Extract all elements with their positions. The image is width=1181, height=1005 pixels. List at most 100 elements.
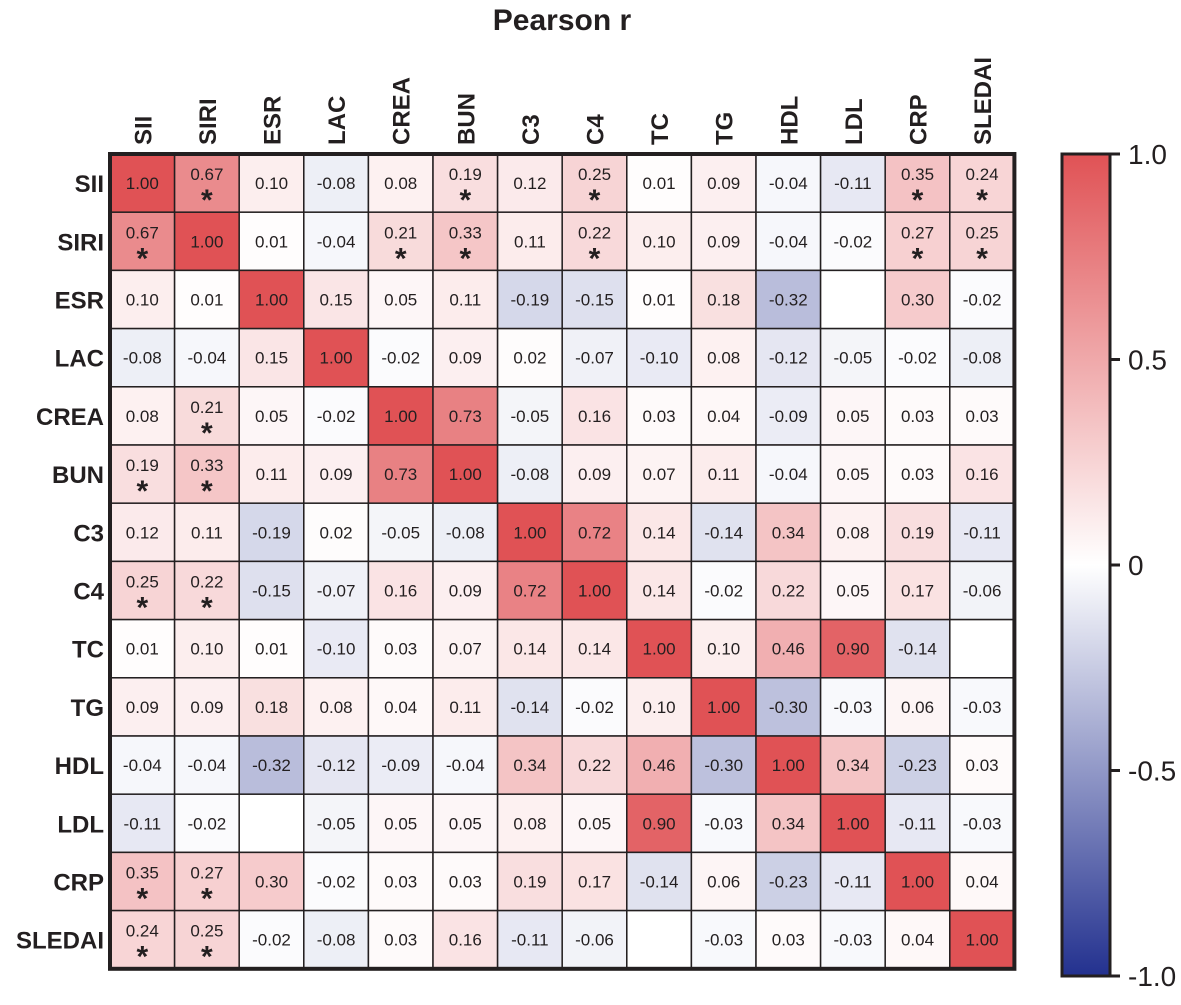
heatmap-cell [819,735,886,795]
heatmap-cell [626,909,693,970]
cell-value: 1.00 [255,291,288,310]
cell-value: 0.35 [126,864,159,883]
colorbar-tick-label: -0.5 [1128,756,1176,787]
heatmap-cell [819,269,886,330]
cell-value: 0.34 [836,756,869,775]
heatmap-cell [109,851,176,912]
cell-value: 0.90 [836,640,869,659]
cell-value: -0.11 [511,931,549,950]
heatmap-cell [690,153,757,213]
heatmap-cell [819,444,886,504]
heatmap-cell [173,211,240,272]
cell-value: -0.06 [575,931,614,950]
cell-value: -0.11 [899,814,937,833]
column-label: CREA [389,77,416,145]
cell-value: 0.19 [126,456,159,475]
column-label: BUN [453,93,480,145]
cell-value: 0.72 [513,582,546,601]
cell-value: -0.09 [769,407,808,426]
cell-value: 0.08 [707,349,740,368]
cell-value: 0.12 [126,523,159,542]
cell-value: -0.05 [317,814,356,833]
heatmap-cell [173,502,240,563]
heatmap-cell [690,793,757,854]
cell-value: 1.00 [126,174,159,193]
cell-value: 0.21 [384,223,417,242]
heatmap-cell [173,909,240,970]
cell-value: 0.09 [126,698,159,717]
heatmap-cell [496,735,563,795]
cell-value: -0.09 [381,756,420,775]
cell-value: 0.04 [901,931,934,950]
cell-value: 0.21 [190,398,223,417]
cell-value: 0.34 [772,523,805,542]
heatmap-values: 1.00 0.67*0.10 -0.08 0.08 0.19*0.12 0.25*0.01… [123,165,1002,974]
cell-value: -0.02 [188,814,227,833]
heatmap-cell [949,851,1016,912]
significance-marker: * [201,883,213,916]
heatmap-cell [690,560,757,621]
cell-value: -0.05 [381,523,420,542]
cell-value: 0.03 [901,407,934,426]
significance-marker: * [459,184,471,217]
cell-value: 0.11 [514,232,546,251]
cell-value: -0.03 [834,698,873,717]
heatmap-cell [367,444,434,504]
cell-value: -0.02 [252,931,291,950]
cell-value: -0.07 [575,349,614,368]
cell-value: -0.04 [446,756,485,775]
heatmap-cell [238,560,305,621]
heatmap-cell [109,327,176,388]
cell-value: -0.11 [834,174,872,193]
cell-value: -0.02 [834,232,873,251]
heatmap-cell [949,386,1016,446]
heatmap-cell [949,502,1016,563]
cell-value: -0.12 [317,756,356,775]
row-label: SIRI [57,229,104,256]
cell-value: 0.03 [901,465,934,484]
heatmap-cell [432,327,499,388]
cell-value: 0.16 [966,465,999,484]
heatmap-cell [690,444,757,504]
cell-value: 0.06 [901,698,934,717]
row-label: LDL [57,811,104,838]
cell-value: -0.12 [769,349,808,368]
row-label: HDL [55,753,104,780]
cell-value: 0.17 [901,582,934,601]
column-label: C3 [518,114,545,145]
cell-value: -0.06 [963,582,1002,601]
cell-value: 0.09 [190,698,223,717]
heatmap-cell [303,793,370,854]
cell-value: -0.02 [575,698,614,717]
cell-value: 0.10 [126,291,159,310]
heatmap-cell [496,327,563,388]
row-label: LAC [55,346,104,373]
cell-value: 0.46 [772,640,805,659]
cell-value: -0.08 [511,465,550,484]
cell-value: 1.00 [966,931,999,950]
cell-value: 0.73 [384,465,417,484]
colorbar-tick-label: -1.0 [1128,961,1176,992]
column-label: LAC [324,96,351,145]
row-label: C3 [73,520,104,547]
column-label: SLEDAI [970,57,997,145]
heatmap-cell [303,618,370,679]
cell-value: -0.11 [124,814,162,833]
cell-value: -0.04 [769,174,808,193]
heatmap-cells [109,153,1016,970]
cell-value: 0.03 [384,873,417,892]
heatmap-cell [303,444,370,504]
colorbar-tick-label: 0 [1128,550,1144,581]
heatmap-cell [561,211,628,272]
heatmap-cell [432,793,499,854]
heatmap-cell [819,386,886,446]
cell-value: 0.03 [449,873,482,892]
cell-value: -0.08 [317,931,356,950]
cell-value: -0.04 [769,232,808,251]
heatmap-cell [561,560,628,621]
row-label: BUN [52,462,104,489]
significance-marker: * [201,417,213,450]
cell-value: 1.00 [513,523,546,542]
cell-value: 1.00 [320,349,353,368]
